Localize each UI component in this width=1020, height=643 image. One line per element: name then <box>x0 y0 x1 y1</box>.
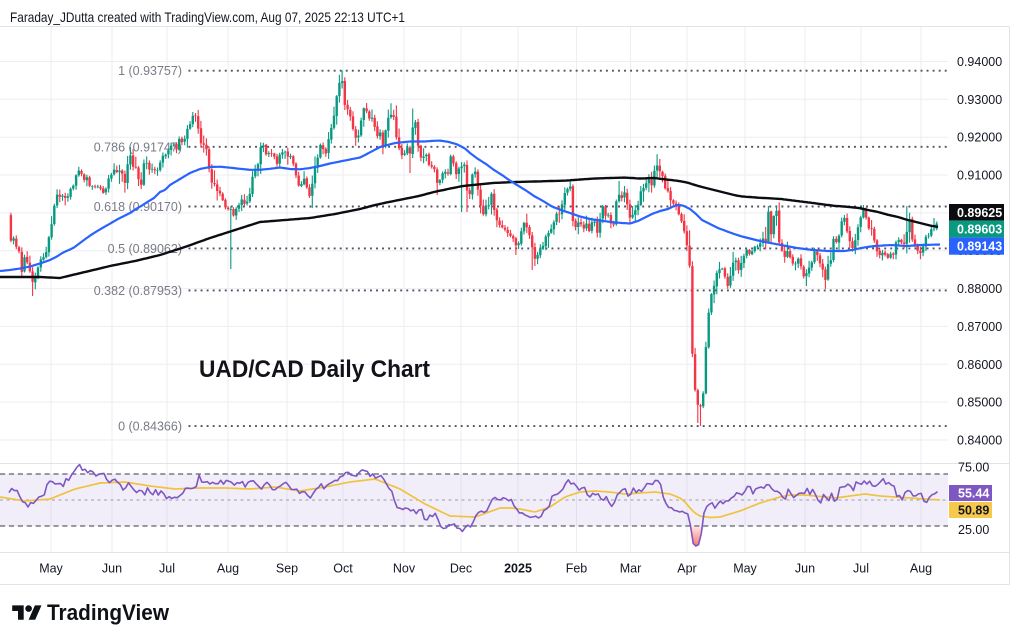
svg-text:55.44: 55.44 <box>958 487 989 501</box>
svg-text:0.5 (0.89062): 0.5 (0.89062) <box>108 242 182 256</box>
svg-text:Dec: Dec <box>450 562 472 576</box>
svg-text:0.91000: 0.91000 <box>957 169 1002 183</box>
svg-text:0 (0.84366): 0 (0.84366) <box>118 420 182 434</box>
svg-text:75.00: 75.00 <box>958 461 989 475</box>
svg-text:0.89603: 0.89603 <box>957 223 1002 237</box>
svg-text:0.86000: 0.86000 <box>957 358 1002 372</box>
svg-text:May: May <box>733 562 757 576</box>
svg-text:Mar: Mar <box>620 562 642 576</box>
svg-text:Sep: Sep <box>276 562 298 576</box>
svg-text:Feb: Feb <box>566 562 588 576</box>
svg-text:May: May <box>39 562 63 576</box>
svg-text:0.88000: 0.88000 <box>957 282 1002 296</box>
svg-text:Jun: Jun <box>795 562 815 576</box>
svg-text:Oct: Oct <box>333 562 353 576</box>
svg-text:0.92000: 0.92000 <box>957 131 1002 145</box>
svg-text:Faraday_JDutta created with Tr: Faraday_JDutta created with TradingView.… <box>10 9 405 25</box>
svg-text:0.382 (0.87953): 0.382 (0.87953) <box>94 284 182 298</box>
svg-text:50.89: 50.89 <box>958 504 989 518</box>
svg-text:Jun: Jun <box>102 562 122 576</box>
svg-text:TradingView: TradingView <box>47 600 170 625</box>
svg-text:Jul: Jul <box>853 562 869 576</box>
svg-text:0.786 (0.91747): 0.786 (0.91747) <box>94 140 182 154</box>
svg-text:0.89143: 0.89143 <box>957 240 1002 254</box>
svg-text:Apr: Apr <box>677 562 696 576</box>
svg-text:UAD/CAD Daily Chart: UAD/CAD Daily Chart <box>199 356 430 383</box>
svg-text:Nov: Nov <box>393 562 416 576</box>
svg-text:2025: 2025 <box>504 562 532 576</box>
svg-text:0.84000: 0.84000 <box>957 434 1002 448</box>
svg-text:0.87000: 0.87000 <box>957 320 1002 334</box>
svg-text:0.89625: 0.89625 <box>957 206 1002 220</box>
svg-text:0.85000: 0.85000 <box>957 396 1002 410</box>
svg-text:0.93000: 0.93000 <box>957 93 1002 107</box>
svg-text:Jul: Jul <box>159 562 175 576</box>
svg-text:1 (0.93757): 1 (0.93757) <box>118 64 182 78</box>
svg-text:25.00: 25.00 <box>958 523 989 537</box>
svg-text:Aug: Aug <box>910 562 932 576</box>
svg-text:0.94000: 0.94000 <box>957 55 1002 69</box>
svg-text:Aug: Aug <box>217 562 239 576</box>
